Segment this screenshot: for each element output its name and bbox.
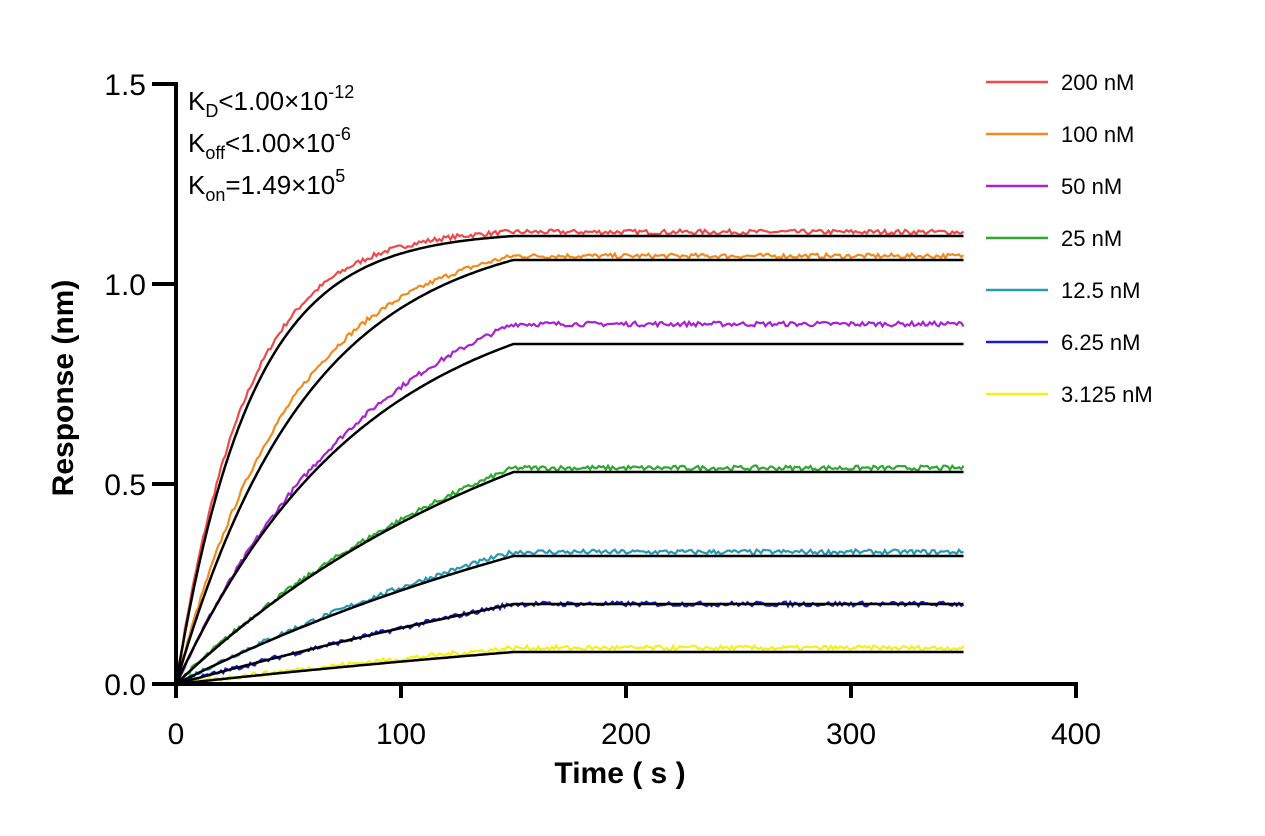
x-tick-label: 300 [826,718,876,751]
x-tick-label: 400 [1051,718,1101,751]
legend-label: 50 nM [1061,174,1122,199]
kon-annotation: Kon=1.49×105 [188,166,345,205]
kinetic-constants: KD<1.00×10-12 Koff<1.00×10-6 Kon=1.49×10… [188,82,354,205]
series-line [175,319,965,685]
fit-curve [174,258,964,685]
legend-label: 3.125 nM [1061,382,1153,407]
series-line [175,599,965,687]
legend-label: 12.5 nM [1061,278,1141,303]
legend-label: 25 nM [1061,226,1122,251]
x-ticks: 0 100 200 300 400 [168,684,1101,751]
koff-annotation: Koff<1.00×10-6 [188,124,351,163]
series-line [175,547,964,687]
x-tick-label: 200 [601,718,651,751]
y-tick-label: 0.5 [104,469,146,502]
legend: 200 nM 100 nM 50 nM 25 nM 12.5 nM 6.25 nM 3.12… [986,70,1153,407]
fit-curve [175,470,964,685]
kd-annotation: KD<1.00×10-12 [188,82,354,121]
legend-label: 6.25 nM [1061,330,1141,355]
y-tick-label: 1.5 [104,69,146,102]
plot-area [174,227,965,687]
x-axis-title: Time ( s ) [554,757,685,790]
legend-label: 100 nM [1061,122,1134,147]
fit-curve [174,342,964,685]
y-ticks: 0.0 0.5 1.0 1.5 [104,69,176,702]
fit-curve [175,602,964,686]
fit-curve [175,650,964,686]
fit-curve [175,554,964,686]
y-tick-label: 1.0 [104,269,146,302]
x-tick-label: 100 [376,718,426,751]
y-axis-title: Response (nm) [47,280,80,497]
fit-curve [174,234,964,685]
legend-label: 200 nM [1061,70,1134,95]
series-line [174,227,965,687]
series-line [174,251,965,684]
x-tick-label: 0 [168,718,185,751]
y-tick-label: 0.0 [104,669,146,702]
series-line [175,463,965,686]
fit-curves [174,234,964,686]
